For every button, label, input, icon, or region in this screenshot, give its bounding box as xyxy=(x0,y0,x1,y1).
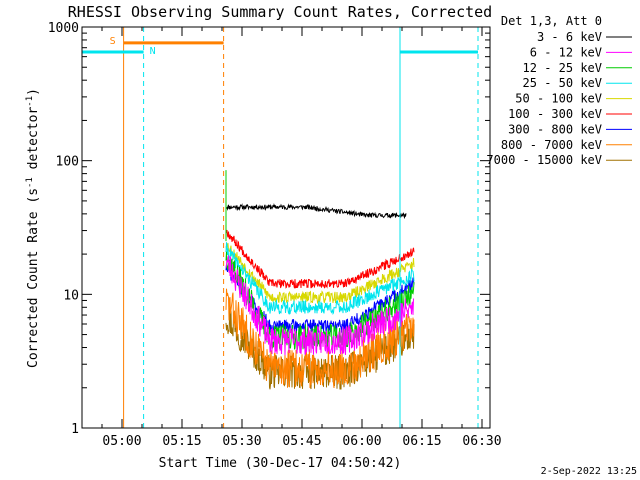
chart-title: RHESSI Observing Summary Count Rates, Co… xyxy=(68,3,492,21)
y-axis-label: Corrected Count Rate (s-1 detector-1) xyxy=(25,88,41,368)
saa-label: S xyxy=(110,36,116,47)
legend-label: 3 - 6 keV xyxy=(537,30,602,44)
plot-axes: 1 10 100 1000 05:00 05:15 05:30 05:45 06:00 06:15… xyxy=(48,21,502,449)
series-line-2 xyxy=(225,255,414,356)
y-tick-label: 1 xyxy=(71,422,79,437)
legend-header: Det 1,3, Att 0 xyxy=(501,14,602,28)
series-line-5 xyxy=(225,242,415,305)
y-tick-label: 10 xyxy=(63,288,79,303)
series-line-8 xyxy=(225,288,415,389)
legend-label: 50 - 100 keV xyxy=(515,92,602,106)
series-line-4 xyxy=(225,242,415,316)
x-tick-label: 05:30 xyxy=(222,434,261,449)
x-axis-label: Start Time (30-Dec-17 04:50:42) xyxy=(159,456,402,471)
legend-label: 800 - 7000 keV xyxy=(501,138,602,152)
x-tick-label: 05:45 xyxy=(282,434,321,449)
night-label: N xyxy=(150,46,156,57)
legend-label: 6 - 12 keV xyxy=(530,45,602,59)
legend-label: 100 - 300 keV xyxy=(508,107,602,121)
x-tick-label: 05:00 xyxy=(102,434,141,449)
legend-label: 25 - 50 keV xyxy=(523,76,602,90)
x-tick-label: 06:00 xyxy=(342,434,381,449)
y-tick-label: 100 xyxy=(56,155,79,170)
series-line-6 xyxy=(225,229,415,289)
x-tick-label: 06:15 xyxy=(402,434,441,449)
legend-label: 12 - 25 keV xyxy=(523,61,602,75)
legend-label: 7000 - 15000 keV xyxy=(486,153,602,167)
x-tick-label: 05:15 xyxy=(162,434,201,449)
series-line-1 xyxy=(225,202,407,220)
series-lines xyxy=(225,170,415,390)
legend-label: 300 - 800 keV xyxy=(508,122,602,136)
series-line-7 xyxy=(225,264,415,334)
footer-date: 2-Sep-2022 13:25 xyxy=(541,466,637,477)
annotation-lines: SN xyxy=(81,27,479,428)
plot-frame xyxy=(81,26,491,429)
x-tick-label: 06:30 xyxy=(462,434,501,449)
y-tick-label: 1000 xyxy=(48,21,79,36)
